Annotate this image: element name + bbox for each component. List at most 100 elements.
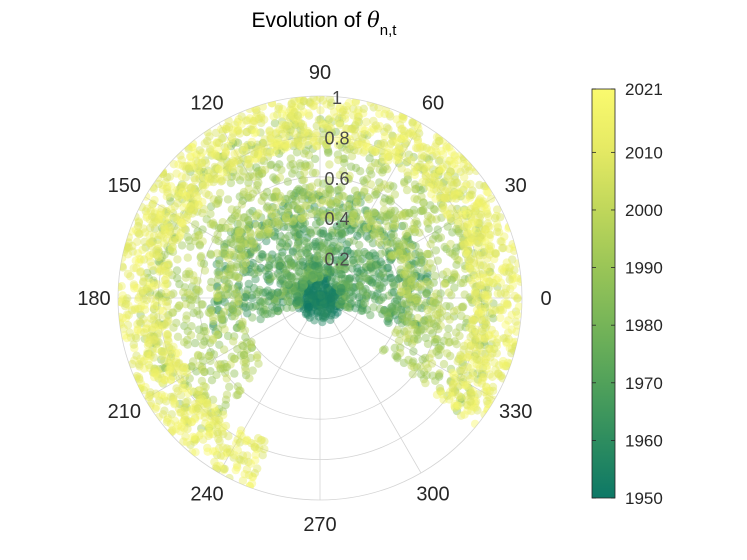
scatter-point [305, 260, 314, 269]
scatter-point [294, 299, 304, 309]
scatter-point [225, 382, 234, 391]
scatter-point [313, 213, 322, 222]
scatter-point [370, 294, 380, 304]
scatter-point [278, 276, 288, 286]
scatter-point [345, 200, 354, 209]
scatter-point [293, 292, 302, 301]
scatter-point [219, 315, 228, 324]
scatter-point [316, 290, 325, 299]
scatter-point [141, 192, 151, 201]
scatter-point [373, 124, 382, 133]
angle-tick-label: 30 [505, 175, 527, 197]
scatter-point [368, 278, 377, 287]
scatter-point [471, 264, 481, 273]
scatter-point [342, 283, 351, 292]
scatter-point [238, 196, 247, 205]
scatter-point [298, 293, 307, 303]
scatter-point [433, 225, 442, 234]
scatter-point [246, 267, 255, 277]
scatter-point [484, 221, 493, 231]
scatter-point [318, 297, 327, 306]
scatter-point [313, 308, 322, 317]
scatter-point [319, 300, 328, 309]
scatter-point [224, 279, 233, 288]
scatter-point [291, 188, 300, 198]
scatter-point [323, 239, 332, 248]
scatter-point [203, 136, 212, 146]
radial-tick-label: 0.2 [324, 250, 349, 270]
scatter-point [333, 308, 342, 317]
scatter-point [337, 228, 346, 238]
scatter-point [270, 295, 279, 304]
scatter-point [279, 291, 288, 301]
scatter-point [425, 280, 434, 289]
scatter-point [281, 268, 290, 278]
angle-tick-label: 270 [303, 514, 336, 536]
scatter-point [333, 289, 342, 298]
scatter-point [301, 282, 310, 291]
scatter-point [294, 297, 303, 306]
scatter-point [261, 288, 270, 297]
scatter-point [378, 309, 387, 319]
scatter-point [229, 306, 238, 315]
scatter-point [323, 287, 332, 296]
scatter-point [376, 257, 385, 266]
scatter-point [307, 270, 316, 279]
scatter-point [345, 274, 354, 283]
scatter-point [362, 206, 371, 215]
scatter-point [223, 264, 232, 274]
angle-grid-line [144, 297, 321, 400]
scatter-point [316, 271, 325, 280]
scatter-point [491, 249, 500, 258]
scatter-point [359, 268, 368, 278]
scatter-point [365, 154, 374, 163]
scatter-point [282, 142, 292, 152]
scatter-point [512, 273, 521, 283]
scatter-point [268, 302, 277, 311]
scatter-point [293, 204, 302, 214]
colorbar-tick-label: 1990 [625, 259, 663, 278]
scatter-point [401, 333, 411, 343]
scatter-point [477, 315, 487, 325]
scatter-point [338, 284, 347, 293]
scatter-point [181, 384, 190, 393]
scatter-point [224, 223, 233, 232]
scatter-point [191, 220, 200, 229]
scatter-point [417, 206, 426, 215]
scatter-point [358, 301, 368, 310]
scatter-point [164, 337, 173, 346]
scatter-point [170, 416, 180, 425]
scatter-point [323, 283, 332, 293]
scatter-point [183, 327, 192, 336]
scatter-point [318, 295, 328, 305]
scatter-point [181, 199, 190, 208]
scatter-point [225, 473, 234, 483]
scatter-point [284, 271, 293, 281]
scatter-point [454, 401, 463, 410]
scatter-point [324, 233, 333, 242]
scatter-point [140, 305, 150, 314]
scatter-point [286, 257, 295, 266]
scatter-point [235, 286, 244, 295]
scatter-point [377, 183, 386, 192]
scatter-point [305, 282, 315, 291]
scatter-point [304, 109, 313, 118]
scatter-point [393, 247, 402, 256]
scatter-point [408, 370, 417, 379]
scatter-point [136, 255, 146, 264]
scatter-point [296, 141, 306, 151]
scatter-point [154, 391, 163, 401]
scatter-point [434, 350, 443, 360]
scatter-point [309, 286, 318, 295]
scatter-point [187, 295, 196, 305]
scatter-point [184, 164, 193, 173]
scatter-point [313, 282, 322, 291]
scatter-point [250, 129, 259, 138]
scatter-point [342, 221, 352, 230]
scatter-point [292, 272, 301, 281]
scatter-point [445, 337, 454, 347]
scatter-point [327, 294, 336, 303]
scatter-point [267, 219, 277, 229]
scatter-point [272, 296, 282, 305]
scatter-point [295, 285, 305, 295]
